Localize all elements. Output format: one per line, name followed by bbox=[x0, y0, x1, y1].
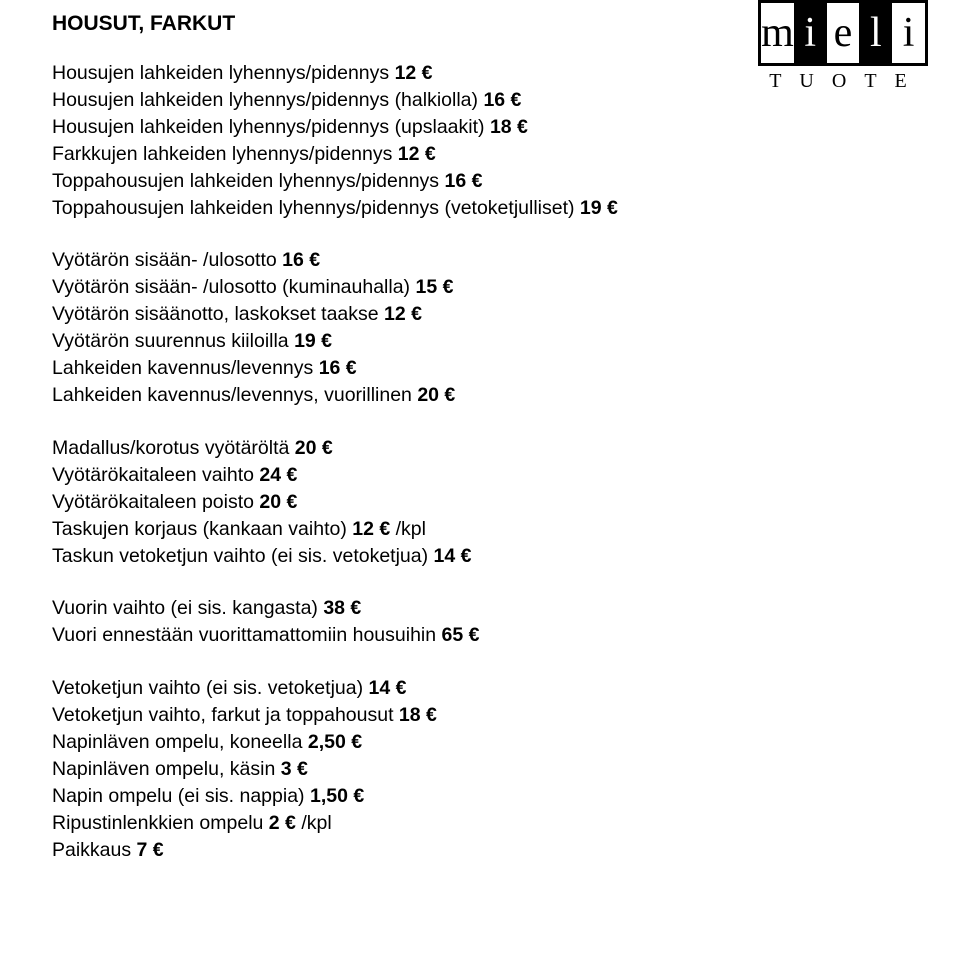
price-line: Vyötärön sisään- /ulosotto 16 € bbox=[52, 247, 920, 274]
price-line: Madallus/korotus vyötäröltä 20 € bbox=[52, 435, 920, 462]
item-price: 65 € bbox=[442, 624, 480, 646]
item-price: 20 € bbox=[417, 384, 455, 406]
price-group: Madallus/korotus vyötäröltä 20 €Vyötärök… bbox=[52, 435, 920, 570]
item-label: Napinläven ompelu, käsin bbox=[52, 758, 281, 780]
price-line: Farkkujen lahkeiden lyhennys/pidennys 12… bbox=[52, 141, 920, 168]
price-line: Vuorin vaihto (ei sis. kangasta) 38 € bbox=[52, 595, 920, 622]
item-price: 12 € bbox=[352, 518, 390, 540]
price-line: Ripustinlenkkien ompelu 2 € /kpl bbox=[52, 810, 920, 837]
item-label: Vetoketjun vaihto (ei sis. vetoketjua) bbox=[52, 677, 369, 699]
item-price: 18 € bbox=[399, 704, 437, 726]
item-price: 14 € bbox=[434, 545, 472, 567]
item-suffix: /kpl bbox=[296, 812, 332, 834]
item-label: Vyötärön suurennus kiiloilla bbox=[52, 330, 294, 352]
item-label: Housujen lahkeiden lyhennys/pidennys bbox=[52, 62, 395, 84]
logo-letter: i bbox=[794, 3, 827, 63]
item-label: Lahkeiden kavennus/levennys, vuorillinen bbox=[52, 384, 417, 406]
price-list: Housujen lahkeiden lyhennys/pidennys 12 … bbox=[52, 60, 920, 864]
logo-box: mieli bbox=[758, 0, 928, 66]
price-line: Napinläven ompelu, koneella 2,50 € bbox=[52, 729, 920, 756]
price-line: Taskun vetoketjun vaihto (ei sis. vetoke… bbox=[52, 543, 920, 570]
item-price: 15 € bbox=[415, 276, 453, 298]
item-price: 38 € bbox=[323, 597, 361, 619]
item-label: Vyötärön sisäänotto, laskokset taakse bbox=[52, 303, 384, 325]
item-price: 16 € bbox=[444, 170, 482, 192]
price-line: Vetoketjun vaihto (ei sis. vetoketjua) 1… bbox=[52, 675, 920, 702]
item-label: Napinläven ompelu, koneella bbox=[52, 731, 308, 753]
price-line: Toppahousujen lahkeiden lyhennys/pidenny… bbox=[52, 168, 920, 195]
item-label: Farkkujen lahkeiden lyhennys/pidennys bbox=[52, 143, 398, 165]
price-line: Napinläven ompelu, käsin 3 € bbox=[52, 756, 920, 783]
item-price: 20 € bbox=[295, 437, 333, 459]
item-label: Vuorin vaihto (ei sis. kangasta) bbox=[52, 597, 323, 619]
item-price: 7 € bbox=[137, 839, 164, 861]
price-line: Taskujen korjaus (kankaan vaihto) 12 € /… bbox=[52, 516, 920, 543]
price-group: Vyötärön sisään- /ulosotto 16 €Vyötärön … bbox=[52, 247, 920, 408]
item-label: Housujen lahkeiden lyhennys/pidennys (up… bbox=[52, 116, 490, 138]
item-label: Toppahousujen lahkeiden lyhennys/pidenny… bbox=[52, 170, 444, 192]
item-price: 3 € bbox=[281, 758, 308, 780]
item-price: 16 € bbox=[483, 89, 521, 111]
price-group: Vuorin vaihto (ei sis. kangasta) 38 €Vuo… bbox=[52, 595, 920, 649]
item-price: 12 € bbox=[384, 303, 422, 325]
item-label: Lahkeiden kavennus/levennys bbox=[52, 357, 319, 379]
item-label: Taskujen korjaus (kankaan vaihto) bbox=[52, 518, 352, 540]
price-line: Vetoketjun vaihto, farkut ja toppahousut… bbox=[52, 702, 920, 729]
logo-letter: i bbox=[892, 3, 925, 63]
item-label: Vetoketjun vaihto, farkut ja toppahousut bbox=[52, 704, 399, 726]
item-label: Vuori ennestään vuorittamattomiin housui… bbox=[52, 624, 442, 646]
logo-letter: e bbox=[827, 3, 860, 63]
price-line: Vyötärön sisäänotto, laskokset taakse 12… bbox=[52, 301, 920, 328]
item-price: 2,50 € bbox=[308, 731, 362, 753]
brand-logo: mieli TUOTE bbox=[758, 0, 928, 93]
item-price: 16 € bbox=[282, 249, 320, 271]
price-line: Paikkaus 7 € bbox=[52, 837, 920, 864]
item-label: Housujen lahkeiden lyhennys/pidennys (ha… bbox=[52, 89, 483, 111]
price-group: Vetoketjun vaihto (ei sis. vetoketjua) 1… bbox=[52, 675, 920, 863]
price-line: Vyötärön suurennus kiiloilla 19 € bbox=[52, 328, 920, 355]
logo-letter: l bbox=[859, 3, 892, 63]
price-line: Vuori ennestään vuorittamattomiin housui… bbox=[52, 622, 920, 649]
item-label: Vyötärökaitaleen vaihto bbox=[52, 464, 259, 486]
logo-letter: m bbox=[761, 3, 794, 63]
item-label: Madallus/korotus vyötäröltä bbox=[52, 437, 295, 459]
price-line: Napin ompelu (ei sis. nappia) 1,50 € bbox=[52, 783, 920, 810]
item-label: Paikkaus bbox=[52, 839, 137, 861]
item-price: 2 € bbox=[269, 812, 296, 834]
price-line: Housujen lahkeiden lyhennys/pidennys (up… bbox=[52, 114, 920, 141]
item-price: 16 € bbox=[319, 357, 357, 379]
item-label: Toppahousujen lahkeiden lyhennys/pidenny… bbox=[52, 197, 580, 219]
document-page: mieli TUOTE HOUSUT, FARKUT Housujen lahk… bbox=[0, 0, 960, 910]
item-suffix: /kpl bbox=[390, 518, 426, 540]
item-label: Vyötärökaitaleen poisto bbox=[52, 491, 259, 513]
price-line: Lahkeiden kavennus/levennys, vuorillinen… bbox=[52, 382, 920, 409]
price-line: Vyötärökaitaleen poisto 20 € bbox=[52, 489, 920, 516]
item-label: Napin ompelu (ei sis. nappia) bbox=[52, 785, 310, 807]
item-price: 12 € bbox=[398, 143, 436, 165]
item-label: Vyötärön sisään- /ulosotto bbox=[52, 249, 282, 271]
item-label: Ripustinlenkkien ompelu bbox=[52, 812, 269, 834]
price-line: Lahkeiden kavennus/levennys 16 € bbox=[52, 355, 920, 382]
item-price: 19 € bbox=[294, 330, 332, 352]
item-price: 12 € bbox=[395, 62, 433, 84]
item-price: 19 € bbox=[580, 197, 618, 219]
item-label: Vyötärön sisään- /ulosotto (kuminauhalla… bbox=[52, 276, 415, 298]
price-line: Vyötärön sisään- /ulosotto (kuminauhalla… bbox=[52, 274, 920, 301]
item-price: 20 € bbox=[259, 491, 297, 513]
item-price: 1,50 € bbox=[310, 785, 364, 807]
item-label: Taskun vetoketjun vaihto (ei sis. vetoke… bbox=[52, 545, 434, 567]
item-price: 14 € bbox=[369, 677, 407, 699]
price-line: Vyötärökaitaleen vaihto 24 € bbox=[52, 462, 920, 489]
item-price: 18 € bbox=[490, 116, 528, 138]
logo-subtext: TUOTE bbox=[758, 70, 928, 93]
price-line: Toppahousujen lahkeiden lyhennys/pidenny… bbox=[52, 195, 920, 222]
item-price: 24 € bbox=[259, 464, 297, 486]
